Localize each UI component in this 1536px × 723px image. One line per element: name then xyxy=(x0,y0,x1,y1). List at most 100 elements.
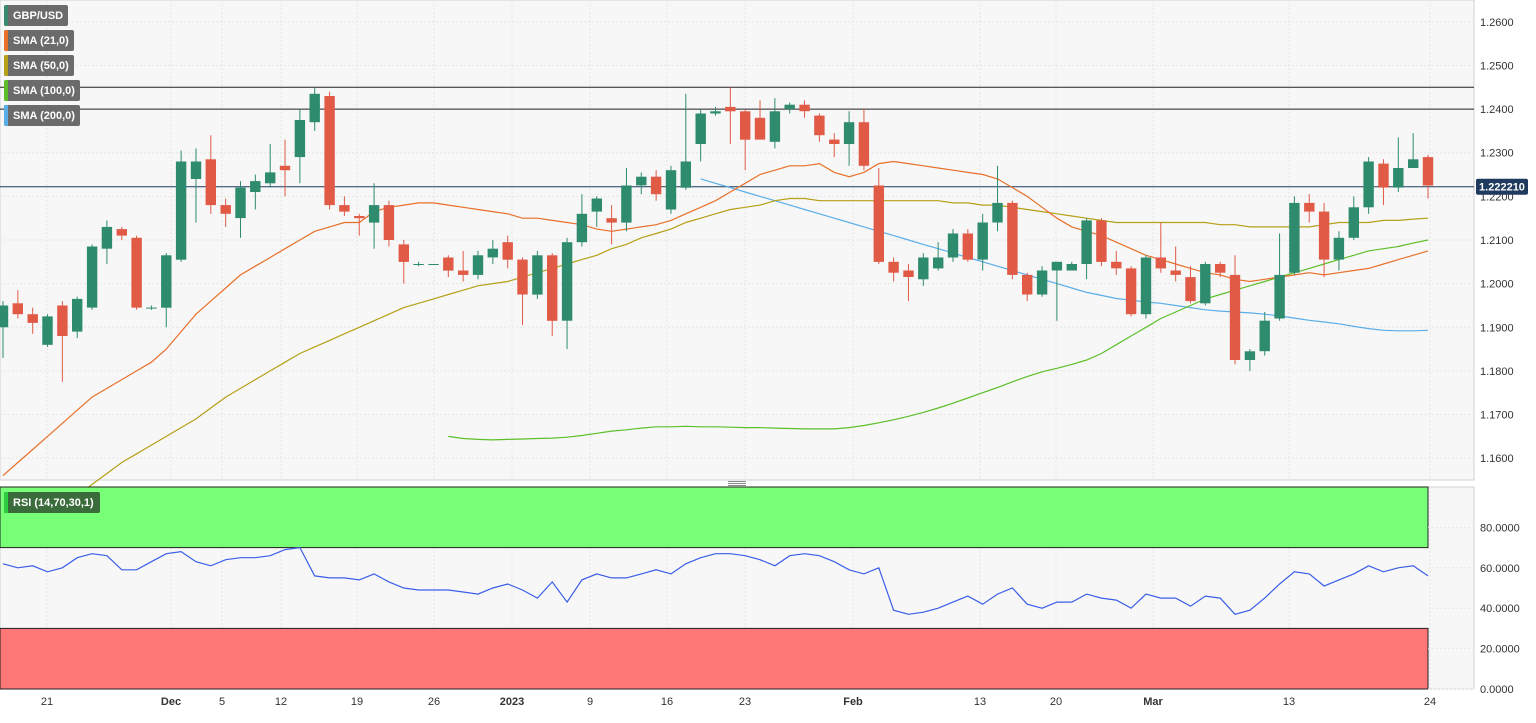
candle-body xyxy=(918,257,929,280)
candle-body xyxy=(324,96,335,206)
candle-body xyxy=(650,176,662,195)
candle-body xyxy=(1289,202,1300,273)
candle-body xyxy=(784,104,795,110)
candle-body xyxy=(12,303,23,315)
candle-body xyxy=(1051,261,1063,271)
candle-body xyxy=(265,172,276,184)
x-tick-label: 21 xyxy=(41,696,53,708)
candle-body xyxy=(161,255,172,308)
candle-body xyxy=(1378,163,1389,188)
candle-body xyxy=(205,159,216,206)
legend-swatch xyxy=(4,30,8,51)
candle-body xyxy=(962,233,973,260)
legend-label: GBP/USD xyxy=(13,9,64,22)
candle-body xyxy=(146,307,157,309)
candle-body xyxy=(1096,220,1107,262)
candle-body xyxy=(42,316,53,345)
candle-body xyxy=(947,233,959,258)
candle-body xyxy=(1229,274,1241,360)
candle-body xyxy=(1333,237,1345,260)
candle-body xyxy=(413,264,424,265)
legend-item[interactable]: SMA (100,0) xyxy=(4,80,80,101)
candle-body xyxy=(1244,351,1256,360)
candle-body xyxy=(309,93,320,123)
candle-body xyxy=(472,255,484,275)
rsi-legend: RSI (14,70,30,1) xyxy=(4,492,100,513)
candle-body xyxy=(1185,277,1196,302)
candle-body xyxy=(72,298,83,332)
x-tick-label: 13 xyxy=(974,696,986,708)
candle-body xyxy=(1200,264,1211,304)
legend-label: SMA (50,0) xyxy=(13,59,69,72)
price-panel: 1.26001.25001.24001.23001.22001.21001.20… xyxy=(0,0,1528,525)
candle-body xyxy=(368,205,380,223)
candle-body xyxy=(1155,257,1166,269)
candle-body xyxy=(621,185,632,223)
x-tick-label: 12 xyxy=(275,696,287,708)
candle-body xyxy=(250,181,261,192)
x-tick-label: 9 xyxy=(587,696,593,708)
legend-swatch xyxy=(4,55,8,76)
candle-body xyxy=(576,213,588,243)
legend-item[interactable]: SMA (21,0) xyxy=(4,30,74,51)
y-tick-label: 1.1700 xyxy=(1480,410,1514,422)
sma-200-line xyxy=(700,178,1429,332)
y-tick-label: 1.2400 xyxy=(1480,104,1514,116)
candle-body xyxy=(86,246,98,308)
x-tick-label: 19 xyxy=(351,696,363,708)
candle-body xyxy=(1036,270,1048,295)
candle-body xyxy=(769,111,781,142)
y-tick-label: 1.2500 xyxy=(1480,60,1514,72)
y-tick-label: 1.2000 xyxy=(1480,279,1514,291)
candle-body xyxy=(354,216,365,219)
candle-body xyxy=(458,270,469,275)
candle-body xyxy=(1408,159,1419,168)
panel-splitter-handle[interactable] xyxy=(728,481,746,486)
x-axis: 21 Dec 5 12 19 26 2023 9 16 23 Feb 13 20 Mar 13 24 xyxy=(41,696,1436,708)
rsi-y-tick-label: 60.0000 xyxy=(1480,563,1520,575)
candle-body xyxy=(1348,207,1359,238)
x-tick-label: 16 xyxy=(661,696,673,708)
y-tick-label: 1.2100 xyxy=(1480,235,1514,247)
current-price-badge xyxy=(1476,178,1528,195)
candle-body xyxy=(710,111,721,114)
current-price-label: 1.222210 xyxy=(1479,182,1525,194)
candle-body xyxy=(57,305,68,336)
candle-body xyxy=(1363,161,1374,208)
legend-swatch xyxy=(4,5,8,26)
candle-body xyxy=(1111,261,1122,269)
legend-item[interactable]: SMA (200,0) xyxy=(4,105,80,126)
candle-body xyxy=(665,170,677,210)
candle-body xyxy=(933,257,944,269)
candle-body xyxy=(1304,202,1315,212)
candle-body xyxy=(1022,274,1033,295)
rsi-y-tick-label: 80.0000 xyxy=(1480,522,1520,534)
candle-body xyxy=(977,222,988,260)
candle-body xyxy=(1007,202,1018,275)
x-tick-label: 20 xyxy=(1050,696,1062,708)
candle-body xyxy=(1081,220,1092,264)
legend-swatch xyxy=(4,80,8,101)
candle-body xyxy=(992,202,1003,223)
candle-body xyxy=(740,111,751,140)
y-tick-label: 1.2300 xyxy=(1480,148,1514,160)
candle-body xyxy=(858,122,870,166)
candle-body xyxy=(487,248,498,258)
candle-body xyxy=(27,314,38,323)
y-tick-label: 1.2600 xyxy=(1480,17,1514,29)
candle-body xyxy=(1393,168,1404,188)
legend-item[interactable]: GBP/USD xyxy=(4,5,69,26)
y-tick-label: 1.1800 xyxy=(1480,366,1514,378)
candle-body xyxy=(903,270,914,277)
x-tick-label: 2023 xyxy=(500,696,524,708)
legend-item[interactable]: SMA (50,0) xyxy=(4,55,74,76)
candle-body xyxy=(235,187,246,219)
x-tick-label: Dec xyxy=(161,696,181,708)
candle-body xyxy=(443,257,454,271)
candle-body xyxy=(1170,270,1181,275)
candle-body xyxy=(1066,264,1077,271)
legend-label: SMA (100,0) xyxy=(13,84,75,97)
candle-body xyxy=(383,205,395,240)
candle-body xyxy=(547,255,558,321)
sma-100-line xyxy=(448,239,1429,441)
